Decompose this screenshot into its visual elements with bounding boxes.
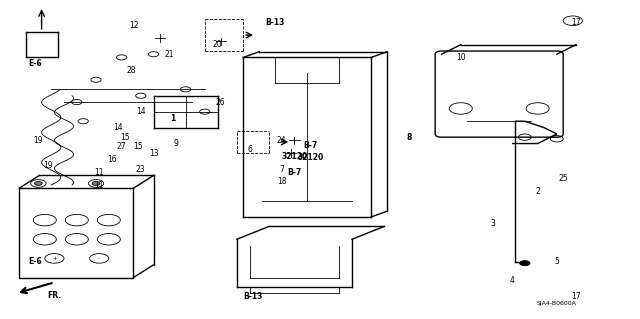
Text: +: +	[52, 256, 57, 261]
Text: 4: 4	[509, 276, 515, 285]
Text: 25: 25	[558, 174, 568, 183]
Text: 10: 10	[456, 53, 466, 62]
Text: 2: 2	[535, 187, 540, 196]
Text: 19: 19	[43, 161, 53, 170]
Text: 17: 17	[571, 18, 581, 27]
Text: 17: 17	[571, 292, 581, 301]
Circle shape	[520, 261, 530, 266]
Text: B-13: B-13	[266, 18, 285, 27]
Text: E-6: E-6	[28, 257, 42, 266]
Text: 27: 27	[116, 142, 127, 151]
Text: 23: 23	[136, 165, 146, 174]
Text: 11: 11	[95, 181, 104, 189]
Text: 24: 24	[276, 136, 287, 145]
Text: 26: 26	[216, 98, 226, 107]
Text: 13: 13	[148, 149, 159, 158]
Text: 16: 16	[107, 155, 117, 164]
Text: SJA4-B0600A: SJA4-B0600A	[537, 300, 577, 306]
Text: 1: 1	[170, 114, 175, 122]
Text: 5: 5	[554, 257, 559, 266]
Text: 8: 8	[407, 133, 412, 142]
Text: 12: 12	[130, 21, 139, 30]
Circle shape	[92, 182, 100, 185]
Text: E-6: E-6	[28, 59, 42, 68]
Text: B-13: B-13	[243, 292, 262, 301]
Text: FR.: FR.	[47, 291, 61, 300]
Text: 20: 20	[212, 40, 223, 49]
Circle shape	[35, 182, 42, 185]
Text: 14: 14	[113, 123, 124, 132]
Text: 14: 14	[136, 107, 146, 116]
Text: -: -	[98, 256, 100, 261]
Text: 9: 9	[173, 139, 179, 148]
Text: B-7: B-7	[303, 141, 317, 150]
Text: 21: 21	[165, 50, 174, 59]
Text: 18: 18	[277, 177, 286, 186]
Text: 19: 19	[33, 136, 44, 145]
Text: 6: 6	[247, 145, 252, 154]
Text: 3: 3	[490, 219, 495, 228]
Text: 15: 15	[120, 133, 130, 142]
Text: 11: 11	[95, 168, 104, 177]
Text: B-7: B-7	[287, 168, 301, 177]
Text: 28: 28	[127, 66, 136, 75]
Text: 15: 15	[132, 142, 143, 151]
Text: 7: 7	[279, 165, 284, 174]
Text: 32120: 32120	[281, 152, 308, 161]
Text: 32120: 32120	[297, 153, 324, 162]
